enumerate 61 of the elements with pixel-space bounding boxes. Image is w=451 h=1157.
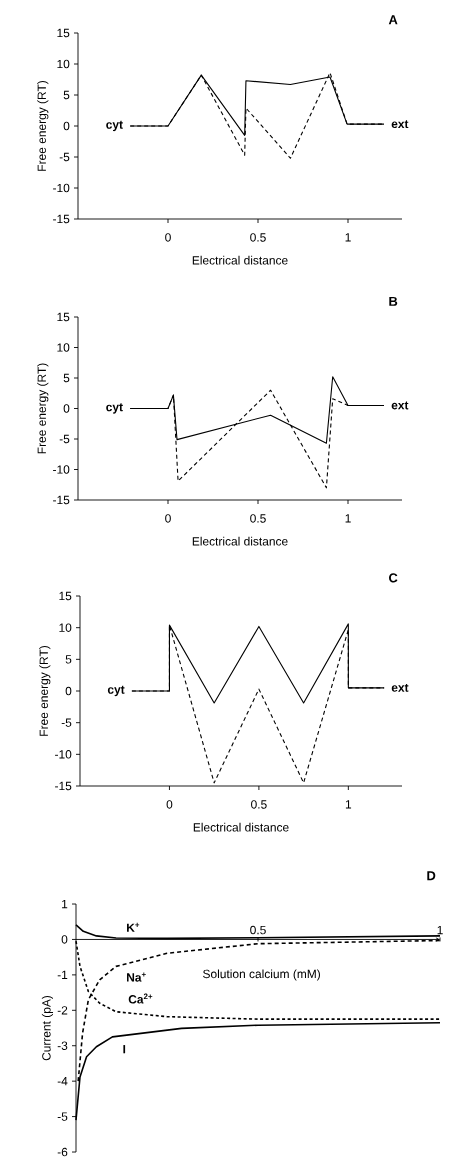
y-tick-label: 1 xyxy=(62,899,68,909)
annotation: ext xyxy=(391,401,409,410)
chart-title: D xyxy=(427,871,436,881)
y-tick-label: -10 xyxy=(53,183,70,193)
series-label: I xyxy=(123,1045,126,1054)
chart-title: B xyxy=(389,296,398,306)
y-tick-label: -1 xyxy=(57,970,68,979)
annotation: cyt xyxy=(107,685,125,697)
x-tick-label: 1 xyxy=(345,800,352,809)
x-axis-title: Electrical distance xyxy=(192,255,288,265)
y-tick-label: 0 xyxy=(63,404,70,413)
y-tick-label: 0 xyxy=(61,935,68,944)
series-label: K$^{+}$ xyxy=(127,922,140,932)
x-tick-label: 1 xyxy=(345,514,351,523)
x-tick-label: 0.5 xyxy=(250,233,266,242)
y-tick-label: 0 xyxy=(65,686,72,696)
y-tick-label: 15 xyxy=(57,28,70,38)
y-tick-label: -15 xyxy=(53,495,70,505)
y-axis-title: Free energy (RT) xyxy=(37,81,49,171)
y-tick-label: -10 xyxy=(55,750,72,759)
x-axis-title: Electrical distance xyxy=(193,822,289,832)
series-label: Ca$^{2+}$ xyxy=(128,993,153,1004)
chart-title: C xyxy=(389,573,398,583)
y-axis-title: Current (pA) xyxy=(41,995,54,1061)
y-tick-label: 10 xyxy=(57,59,70,69)
y-tick-label: 10 xyxy=(57,343,70,352)
x-tick-label: 0.5 xyxy=(250,514,266,523)
y-tick-label: -15 xyxy=(55,781,72,791)
y-tick-label: -6 xyxy=(57,1147,68,1157)
x-tick-label: 0.5 xyxy=(251,800,267,809)
y-tick-label: -3 xyxy=(57,1041,68,1050)
y-tick-label: -5 xyxy=(57,1112,68,1121)
y-tick-label: -4 xyxy=(57,1077,68,1086)
annotation: ext xyxy=(391,683,409,692)
y-tick-label: 0 xyxy=(63,121,70,131)
y-tick-label: -15 xyxy=(53,214,70,224)
y-tick-label: -5 xyxy=(59,434,70,444)
x-tick-label: 0 xyxy=(166,800,173,809)
y-tick-label: 5 xyxy=(63,373,70,383)
y-tick-label: 5 xyxy=(63,90,70,100)
y-tick-label: -5 xyxy=(59,152,70,162)
x-tick-label: 0 xyxy=(165,514,171,523)
y-axis-title: Free energy (RT) xyxy=(39,646,51,736)
x-tick-label: 0 xyxy=(165,233,171,242)
y-axis-title: Free energy (RT) xyxy=(37,363,49,454)
y-tick-label: 10 xyxy=(59,623,72,632)
annotation: ext xyxy=(391,120,409,129)
annotation: cyt xyxy=(106,120,123,132)
series-label: Na$^{+}$ xyxy=(127,972,146,982)
annotation: cyt xyxy=(106,403,123,414)
chart-title: A xyxy=(388,15,398,25)
x-tick-label: 0.5 xyxy=(250,925,266,935)
y-tick-label: -2 xyxy=(57,1006,68,1015)
y-tick-label: -5 xyxy=(61,718,72,727)
x-axis-title: Electrical distance xyxy=(192,536,288,546)
y-tick-label: 15 xyxy=(57,312,70,322)
y-tick-label: 15 xyxy=(59,591,72,601)
x-axis-title: Solution calcium (mM) xyxy=(203,969,320,981)
y-tick-label: -10 xyxy=(53,465,70,474)
y-tick-label: 5 xyxy=(65,655,72,664)
x-tick-label: 1 xyxy=(345,233,351,242)
